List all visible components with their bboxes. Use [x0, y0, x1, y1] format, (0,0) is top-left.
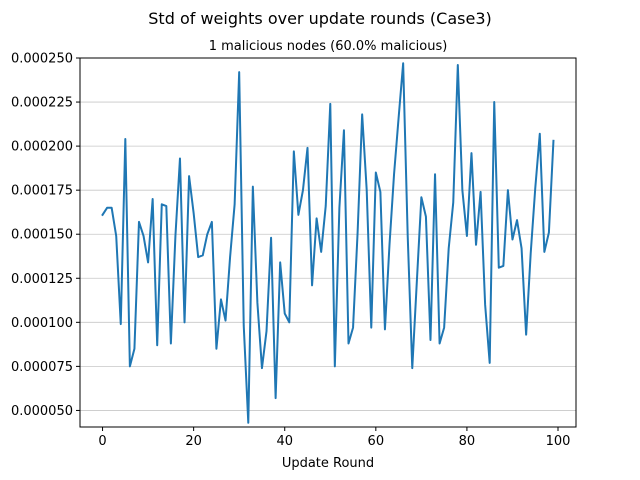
series-layer: [101, 62, 555, 424]
y-tick-label: 0.000075: [11, 360, 73, 375]
x-tick-label: 40: [276, 434, 293, 449]
chart-subtitle: 1 malicious nodes (60.0% malicious): [209, 39, 448, 54]
x-axis-label: Update Round: [282, 456, 374, 471]
x-axis: 0 20 40 60 80 100: [98, 427, 570, 449]
y-tick-label: 0.000225: [11, 96, 73, 111]
x-tick-label: 20: [185, 434, 202, 449]
y-tick-label: 0.000100: [11, 316, 73, 331]
x-tick-label: 0: [98, 434, 106, 449]
x-tick-label: 100: [546, 434, 571, 449]
y-tick-label: 0.000050: [11, 404, 73, 419]
y-tick-label: 0.000200: [11, 140, 73, 155]
axes-frame: [79, 57, 577, 428]
series-line: [101, 62, 555, 424]
y-tick-label: 0.000125: [11, 272, 73, 287]
y-tick-label: 0.000250: [11, 52, 73, 67]
y-axis: 0.000050 0.000075 0.000100 0.000125 0.000150…: [11, 52, 80, 419]
chart-title: Std of weights over update rounds (Case3…: [148, 9, 491, 28]
y-tick-label: 0.000150: [11, 228, 73, 243]
x-tick-label: 80: [459, 434, 476, 449]
x-tick-label: 60: [368, 434, 385, 449]
y-tick-label: 0.000175: [11, 184, 73, 199]
